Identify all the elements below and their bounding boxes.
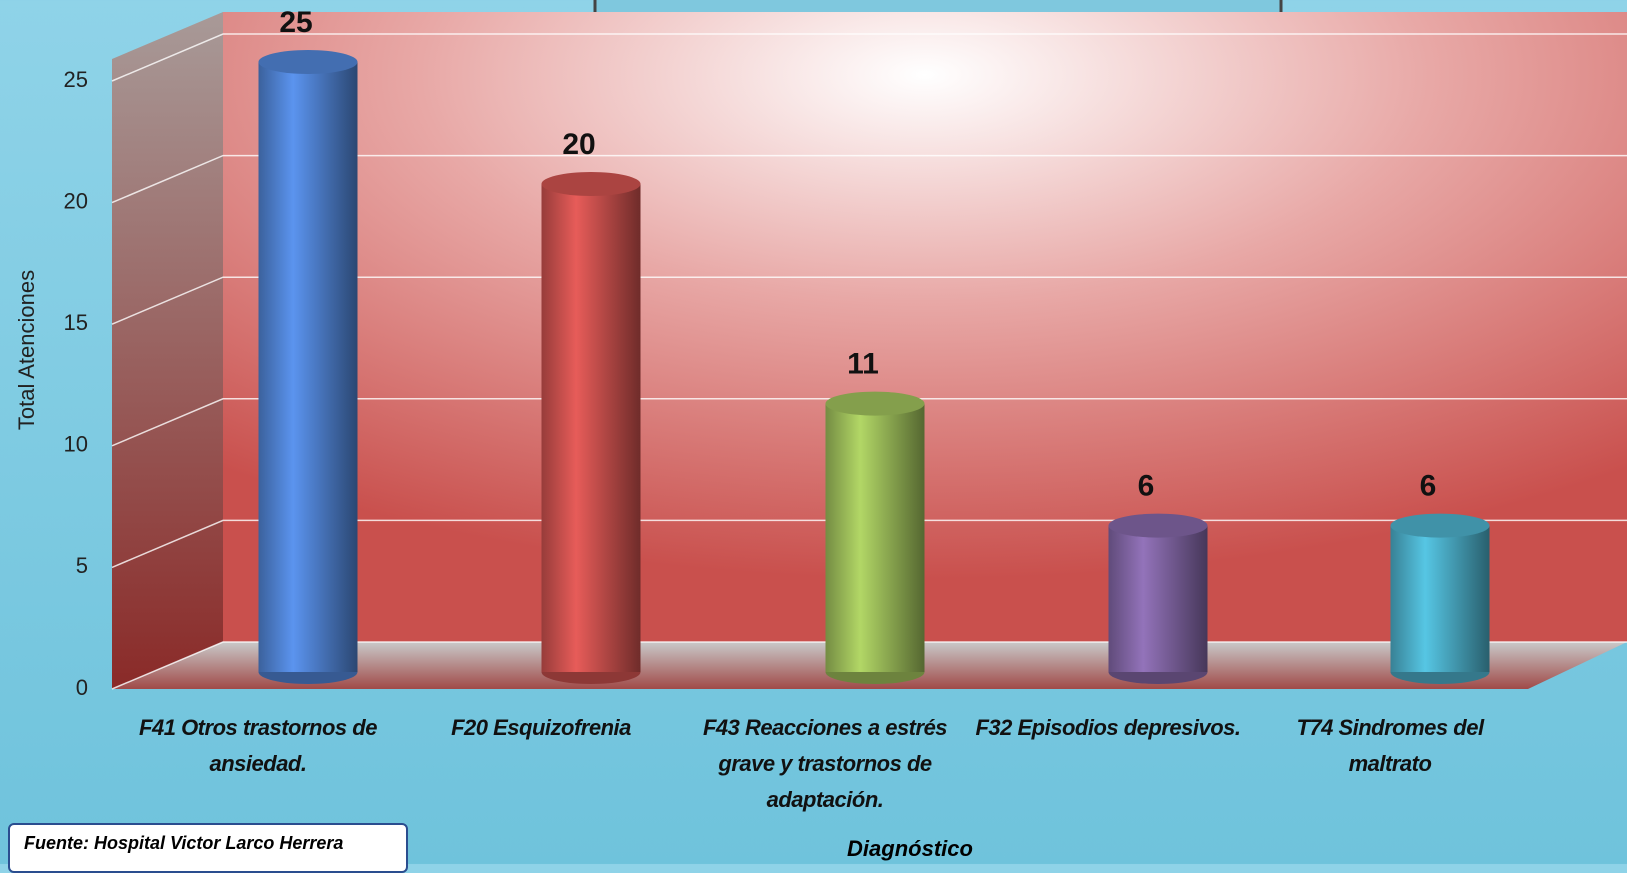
value-label: 11 — [847, 348, 879, 381]
y-tick-label: 25 — [64, 67, 88, 92]
grid-line — [111, 398, 1627, 447]
y-tick-label: 5 — [76, 553, 88, 578]
value-label: 6 — [1420, 470, 1437, 503]
title-box — [593, 0, 1283, 16]
grid-line — [111, 276, 1627, 325]
x-tick-label: F41 Otros trastornos de ansiedad. — [139, 715, 377, 776]
bar — [1108, 525, 1208, 672]
y-tick-label: 15 — [64, 310, 88, 335]
grid-line — [111, 33, 1627, 82]
value-label: 25 — [279, 6, 312, 39]
x-tick-label: F32 Episodios depresivos. — [975, 715, 1241, 740]
x-tick-label: F43 Reacciones a estrés grave y trastorn… — [702, 715, 948, 812]
bar — [541, 184, 641, 672]
x-tick-label: T74 Sindromes del maltrato — [1296, 715, 1484, 776]
side-wall — [112, 12, 223, 689]
bar-cap — [1390, 513, 1490, 538]
source-note: Fuente: Hospital Victor Larco Herrera — [8, 823, 408, 873]
value-label: 6 — [1138, 470, 1155, 503]
bar — [825, 403, 925, 672]
bar-cap — [258, 50, 358, 74]
bar-cap — [1108, 513, 1208, 538]
bar — [258, 62, 358, 672]
bar-cap — [541, 172, 641, 196]
y-tick-label: 0 — [76, 675, 88, 700]
y-tick-label: 10 — [64, 432, 88, 457]
y-axis-title: Total Atenciones — [14, 270, 39, 430]
y-tick-label: 20 — [64, 188, 88, 213]
x-tick-label: F20 Esquizofrenia — [451, 715, 631, 740]
x-axis-title: Diagnóstico — [847, 836, 973, 861]
bar-cap — [825, 391, 925, 416]
value-label: 20 — [562, 128, 595, 161]
grid-line — [111, 154, 1627, 204]
bar — [1390, 525, 1490, 672]
